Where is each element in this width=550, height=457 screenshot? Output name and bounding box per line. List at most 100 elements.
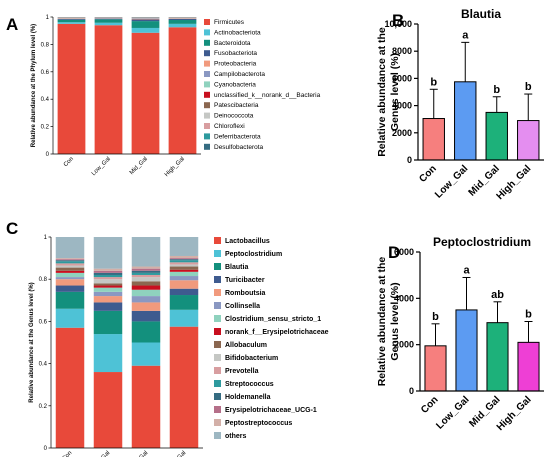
c-legend-swatch-romboutsia <box>214 289 221 296</box>
d-xtick-high-gal: High_Gal <box>495 394 534 433</box>
a-legend-swatch-campilobacterota <box>204 71 210 77</box>
a-ytick-label: 0.6 <box>41 70 50 76</box>
c-bar-con-peptoclostridium <box>55 308 85 328</box>
c-bar-high-gal-lactobacillus <box>169 326 199 448</box>
a-legend-label-proteobacteria: Proteobacteria <box>214 61 257 68</box>
c-bar-low-gal-bifidobacterium <box>93 279 123 284</box>
c-bar-high-gal-clostridium-sensu-stricto-1 <box>169 271 199 277</box>
c-bar-con-clostridium-sensu-stricto-1 <box>55 272 85 278</box>
b-bar-high-gal <box>517 120 540 161</box>
c-bar-con-erysipelotrichaceae-ucg-1 <box>55 259 85 261</box>
c-bar-low-gal-erysipelotrichaceae-ucg-1 <box>93 270 123 273</box>
a-legend-swatch-desulfobacterota <box>204 143 210 150</box>
c-bar-mid-gal-erysipelotrichaceae-ucg-1 <box>131 268 161 271</box>
c-bar-high-gal-collinsella <box>169 276 199 281</box>
c-bar-con-others <box>55 237 85 259</box>
c-bar-con-lactobacillus <box>55 327 85 448</box>
b-ytick-label: 2000 <box>392 128 412 138</box>
d-bar-high-gal <box>517 341 540 392</box>
c-bar-mid-gal-blautia <box>131 321 161 343</box>
c-bar-con-norank-f-erysipelotrichaceae <box>55 270 85 273</box>
c-legend-swatch-peptostreptococcus <box>214 419 221 426</box>
d-sig-label-mid-gal: ab <box>491 289 504 301</box>
a-bar-low-gal-actinobacteriota <box>94 22 123 26</box>
b-xtick-high-gal: High_Gal <box>495 163 534 202</box>
c-legend-label-erysipelotrichaceae-ucg-1: Erysipelotrichaceae_UCG-1 <box>225 407 317 414</box>
c-bar-low-gal-romboutsia <box>93 296 123 303</box>
c-legend-label-peptoclostridium: Peptoclostridium <box>225 251 282 258</box>
c-bar-high-gal-norank-f-erysipelotrichaceae <box>169 269 199 272</box>
c-bar-mid-gal-bifidobacterium <box>131 277 161 282</box>
chart-d-title: Peptoclostridium <box>433 235 531 249</box>
a-legend-swatch-deinococcota <box>204 112 210 119</box>
a-legend-label-patescibacteria: Patescibacteria <box>214 102 259 109</box>
c-legend-label-bifidobacterium: Bifidobacterium <box>225 355 278 362</box>
a-legend-swatch-chloroflexi <box>204 123 210 129</box>
a-legend-label-bacteroidota: Bacteroidota <box>214 40 251 47</box>
c-legend-label-prevotella: Prevotella <box>225 368 259 375</box>
c-bar-mid-gal-norank-f-erysipelotrichaceae <box>131 285 161 290</box>
chart-a-ylabel: Relative abundance at the Phylum level (… <box>31 24 37 147</box>
b-xtick-con: Con <box>417 163 439 185</box>
panel-label-c: C <box>6 219 18 238</box>
b-ytick-label: 6000 <box>392 73 412 83</box>
a-legend-swatch-bacteroidota <box>204 39 210 46</box>
c-bar-high-gal-holdemanella <box>169 259 199 261</box>
d-bar-mid-gal <box>486 322 509 392</box>
a-legend-swatch-patescibacteria <box>204 102 210 109</box>
a-bar-con-firmicutes <box>57 23 86 154</box>
c-legend-swatch-others <box>214 432 221 439</box>
c-bar-low-gal-prevotella <box>93 277 123 280</box>
a-ytick-label: 0.2 <box>41 125 50 131</box>
chart-b-ylabel-line2: Genus level (%) <box>389 53 401 131</box>
d-ytick-label: 6000 <box>394 247 414 257</box>
c-bar-high-gal-allobaculum <box>169 266 199 270</box>
c-bar-mid-gal-allobaculum <box>131 281 161 286</box>
a-ytick-label: 1 <box>46 15 50 21</box>
c-legend-label-clostridium-sensu-stricto-1: Clostridium_sensu_stricto_1 <box>225 316 321 323</box>
a-legend-label-firmicutes: Firmicutes <box>214 19 245 26</box>
panel-label-a: A <box>6 15 18 34</box>
d-ytick-label: 0 <box>409 386 414 396</box>
a-legend-label-unclassified-k-norank-d-bacteria: unclassified_k__norank_d__Bacteria <box>214 92 321 99</box>
a-bar-low-gal-firmicutes <box>94 25 123 154</box>
a-bar-high-gal-firmicutes <box>168 27 197 154</box>
c-legend-label-others: others <box>225 433 247 440</box>
d-xtick-con: Con <box>419 394 441 416</box>
panel-label-d: D <box>388 243 400 262</box>
c-bar-mid-gal-holdemanella <box>131 270 161 273</box>
c-bar-low-gal-peptostreptococcus <box>93 268 123 271</box>
c-bar-mid-gal-collinsella <box>131 296 161 303</box>
c-legend-label-holdemanella: Holdemanella <box>225 394 271 401</box>
c-bar-con-blautia <box>55 291 85 309</box>
a-bar-mid-gal-bacteroidota <box>131 21 160 28</box>
c-legend-swatch-prevotella <box>214 367 221 374</box>
a-bar-high-gal-actinobacteriota <box>168 23 197 28</box>
a-bar-high-gal-bacteroidota <box>168 20 197 24</box>
c-bar-con-holdemanella <box>55 260 85 262</box>
a-legend-label-chloroflexi: Chloroflexi <box>214 123 245 130</box>
c-bar-mid-gal-others <box>131 237 161 267</box>
a-xtick-high-gal: High_Gal <box>164 156 186 178</box>
c-xtick-low-gal: Low_Gal <box>90 450 111 457</box>
c-bar-con-allobaculum <box>55 267 85 271</box>
d-ytick-label: 2000 <box>394 340 414 350</box>
a-legend-label-deferribacterota: Deferribacterota <box>214 133 261 140</box>
a-bar-con-fusobacteriota <box>57 18 86 20</box>
b-bar-con <box>422 118 445 161</box>
chart-c: ConLow_GalMid_GalHigh_Gal00.20.40.60.81 … <box>29 235 329 457</box>
b-ytick-label: 4000 <box>392 101 412 111</box>
c-bar-mid-gal-turicibacter <box>131 310 161 322</box>
a-xtick-low-gal: Low_Gal <box>91 156 112 177</box>
a-bar-con-actinobacteriota <box>57 22 86 24</box>
c-legend-swatch-erysipelotrichaceae-ucg-1 <box>214 406 221 413</box>
c-ytick-label: 1 <box>44 235 48 241</box>
c-ytick-label: 0.6 <box>39 319 48 325</box>
c-bar-high-gal-peptoclostridium <box>169 309 199 327</box>
c-legend-swatch-norank-f-erysipelotrichaceae <box>214 328 221 335</box>
a-bar-con-bacteroidota <box>57 19 86 23</box>
c-bar-mid-gal-prevotella <box>131 274 161 278</box>
c-bar-mid-gal-romboutsia <box>131 302 161 311</box>
c-bar-low-gal-holdemanella <box>93 272 123 275</box>
b-ytick-label: 10,000 <box>384 19 412 29</box>
